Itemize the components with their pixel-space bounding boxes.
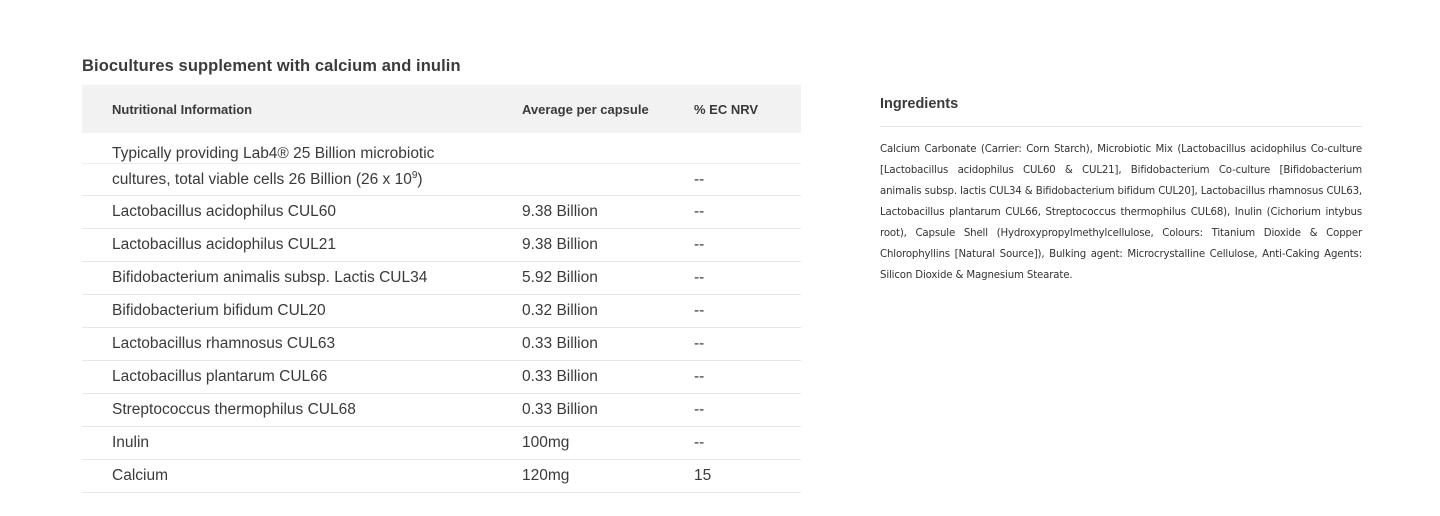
row-nrv: 15 (694, 459, 801, 493)
row-nrv: -- (694, 360, 801, 394)
row-amount: 100mg (522, 426, 694, 460)
ingredients-title: Ingredients (880, 94, 1362, 127)
row-amount: 120mg (522, 459, 694, 493)
table-row: Lactobacillus plantarum CUL66 0.33 Billi… (82, 360, 801, 394)
row-name-close: ) (417, 170, 423, 188)
row-name-text: cultures, total viable cells 26 Billion … (112, 170, 412, 188)
table-row: Lactobacillus rhamnosus CUL63 0.33 Billi… (82, 327, 801, 361)
ingredients-text: Calcium Carbonate (Carrier: Corn Starch)… (880, 144, 1362, 281)
row-amount: 9.38 Billion (522, 195, 694, 229)
row-name: Calcium (82, 459, 522, 493)
row-name-exponent: 9 (411, 169, 418, 181)
table-row: Lactobacillus acidophilus CUL21 9.38 Bil… (82, 228, 801, 262)
row-name: Lactobacillus plantarum CUL66 (82, 360, 522, 394)
row-nrv: -- (694, 195, 801, 229)
ingredients-section: Ingredients Calcium Carbonate (Carrier: … (880, 94, 1362, 286)
header-ec-nrv: % EC NRV (694, 101, 759, 117)
row-name: Lactobacillus acidophilus CUL60 (82, 195, 522, 229)
row-nrv: -- (694, 228, 801, 262)
nutrition-title: Biocultures supplement with calcium and … (82, 57, 461, 75)
row-nrv: -- (694, 327, 801, 361)
table-row: Lactobacillus acidophilus CUL60 9.38 Bil… (82, 195, 801, 229)
row-name: Typically providing Lab4® 25 Billion mic… (82, 133, 522, 164)
row-amount: 0.33 Billion (522, 327, 694, 361)
header-average-per-capsule: Average per capsule (522, 101, 649, 117)
row-name: Lactobacillus rhamnosus CUL63 (82, 327, 522, 361)
row-name: cultures, total viable cells 26 Billion … (82, 163, 522, 196)
table-row: Bifidobacterium animalis subsp. Lactis C… (82, 261, 801, 295)
table-row: Bifidobacterium bifidum CUL20 0.32 Billi… (82, 294, 801, 328)
row-name: Streptococcus thermophilus CUL68 (82, 393, 522, 427)
row-amount: 0.33 Billion (522, 393, 694, 427)
nutrition-section: Biocultures supplement with calcium and … (82, 56, 801, 493)
row-name: Bifidobacterium bifidum CUL20 (82, 294, 522, 328)
row-amount (522, 163, 694, 196)
row-name: Bifidobacterium animalis subsp. Lactis C… (82, 261, 522, 295)
table-row: Inulin 100mg -- (82, 426, 801, 460)
table-header-row: Nutritional Information Average per caps… (82, 85, 801, 133)
row-amount (522, 133, 694, 164)
row-nrv: -- (694, 261, 801, 295)
row-nrv: -- (694, 163, 801, 196)
row-amount: 5.92 Billion (522, 261, 694, 295)
table-row: Streptococcus thermophilus CUL68 0.33 Bi… (82, 393, 801, 427)
row-nrv: -- (694, 393, 801, 427)
row-nrv: -- (694, 426, 801, 460)
table-row: Typically providing Lab4® 25 Billion mic… (82, 133, 801, 164)
table-row: Calcium 120mg 15 (82, 459, 801, 493)
row-amount: 9.38 Billion (522, 228, 694, 262)
row-nrv: -- (694, 294, 801, 328)
row-amount: 0.32 Billion (522, 294, 694, 328)
row-amount: 0.33 Billion (522, 360, 694, 394)
nutrition-table: Nutritional Information Average per caps… (82, 85, 801, 493)
row-name: Inulin (82, 426, 522, 460)
row-nrv (694, 133, 801, 164)
row-name: Lactobacillus acidophilus CUL21 (82, 228, 522, 262)
header-nutritional-information: Nutritional Information (112, 101, 253, 117)
table-row: cultures, total viable cells 26 Billion … (82, 163, 801, 196)
